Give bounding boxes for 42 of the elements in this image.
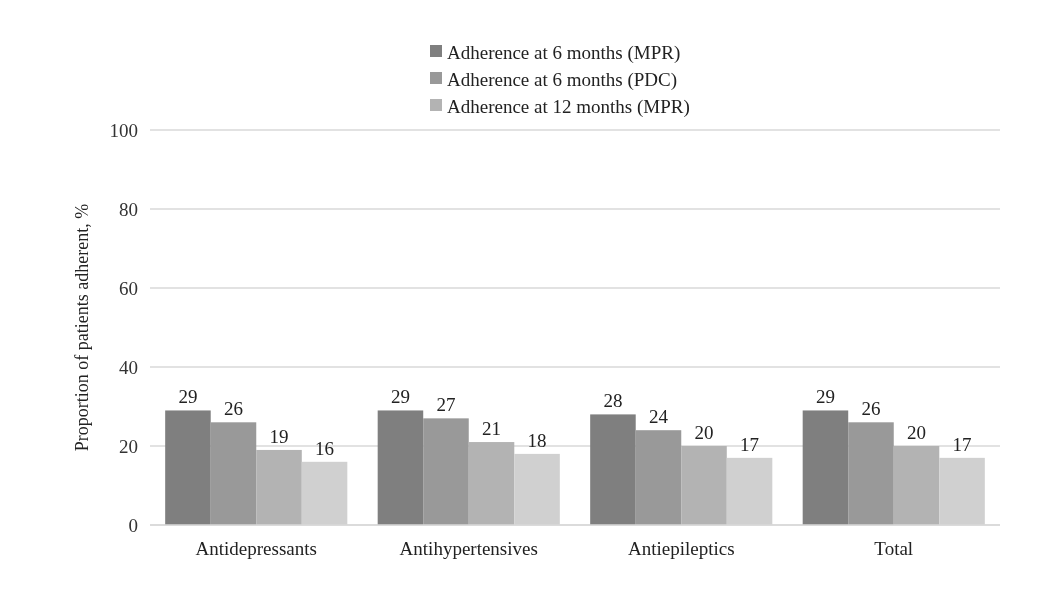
data-label: 26 — [861, 398, 881, 420]
bar — [377, 410, 424, 525]
bar — [590, 414, 636, 525]
data-label: 20 — [694, 422, 714, 443]
data-label: 27 — [436, 394, 456, 416]
data-label: 24 — [648, 406, 669, 428]
y-tick-label: 0 — [128, 514, 138, 536]
data-label: 28 — [603, 390, 623, 412]
data-label: 26 — [223, 398, 243, 420]
x-tick-label: Antiepileptics — [627, 538, 735, 559]
data-label: 29 — [815, 386, 835, 408]
y-tick-label: 60 — [119, 277, 138, 299]
legend-label: Adherence at 6 months (MPR) — [447, 41, 681, 64]
x-tick-label: Antihypertensives — [399, 538, 538, 559]
y-axis-title: Proportion of patients adherent, % — [72, 203, 92, 452]
x-tick-label: Antidepressants — [195, 538, 317, 559]
data-label: 17 — [740, 433, 760, 455]
bar — [848, 422, 894, 525]
data-label: 17 — [952, 433, 972, 455]
x-tick-label: Total — [874, 538, 914, 559]
y-tick-label: 80 — [119, 198, 138, 220]
data-label: 29 — [178, 386, 198, 408]
y-tick-label: 100 — [109, 119, 138, 141]
legend-label: Adherence at 12 months (MPR) — [447, 95, 690, 118]
legend-label: Adherence at 6 months (PDC) — [447, 68, 678, 91]
bar — [635, 430, 682, 525]
bar — [423, 418, 469, 525]
data-label: 29 — [390, 386, 410, 408]
bar — [256, 449, 302, 525]
bar — [468, 442, 515, 525]
bar — [165, 410, 211, 525]
y-tick-label: 20 — [119, 435, 138, 457]
y-tick-label: 40 — [119, 356, 138, 378]
data-label: 19 — [269, 425, 289, 447]
data-label: 20 — [907, 422, 927, 443]
bar — [893, 446, 940, 525]
bar — [210, 422, 257, 525]
data-label: 18 — [527, 429, 547, 451]
data-label: 21 — [482, 418, 502, 440]
bar — [681, 446, 727, 525]
data-label: 16 — [315, 437, 335, 459]
bar — [802, 410, 849, 525]
